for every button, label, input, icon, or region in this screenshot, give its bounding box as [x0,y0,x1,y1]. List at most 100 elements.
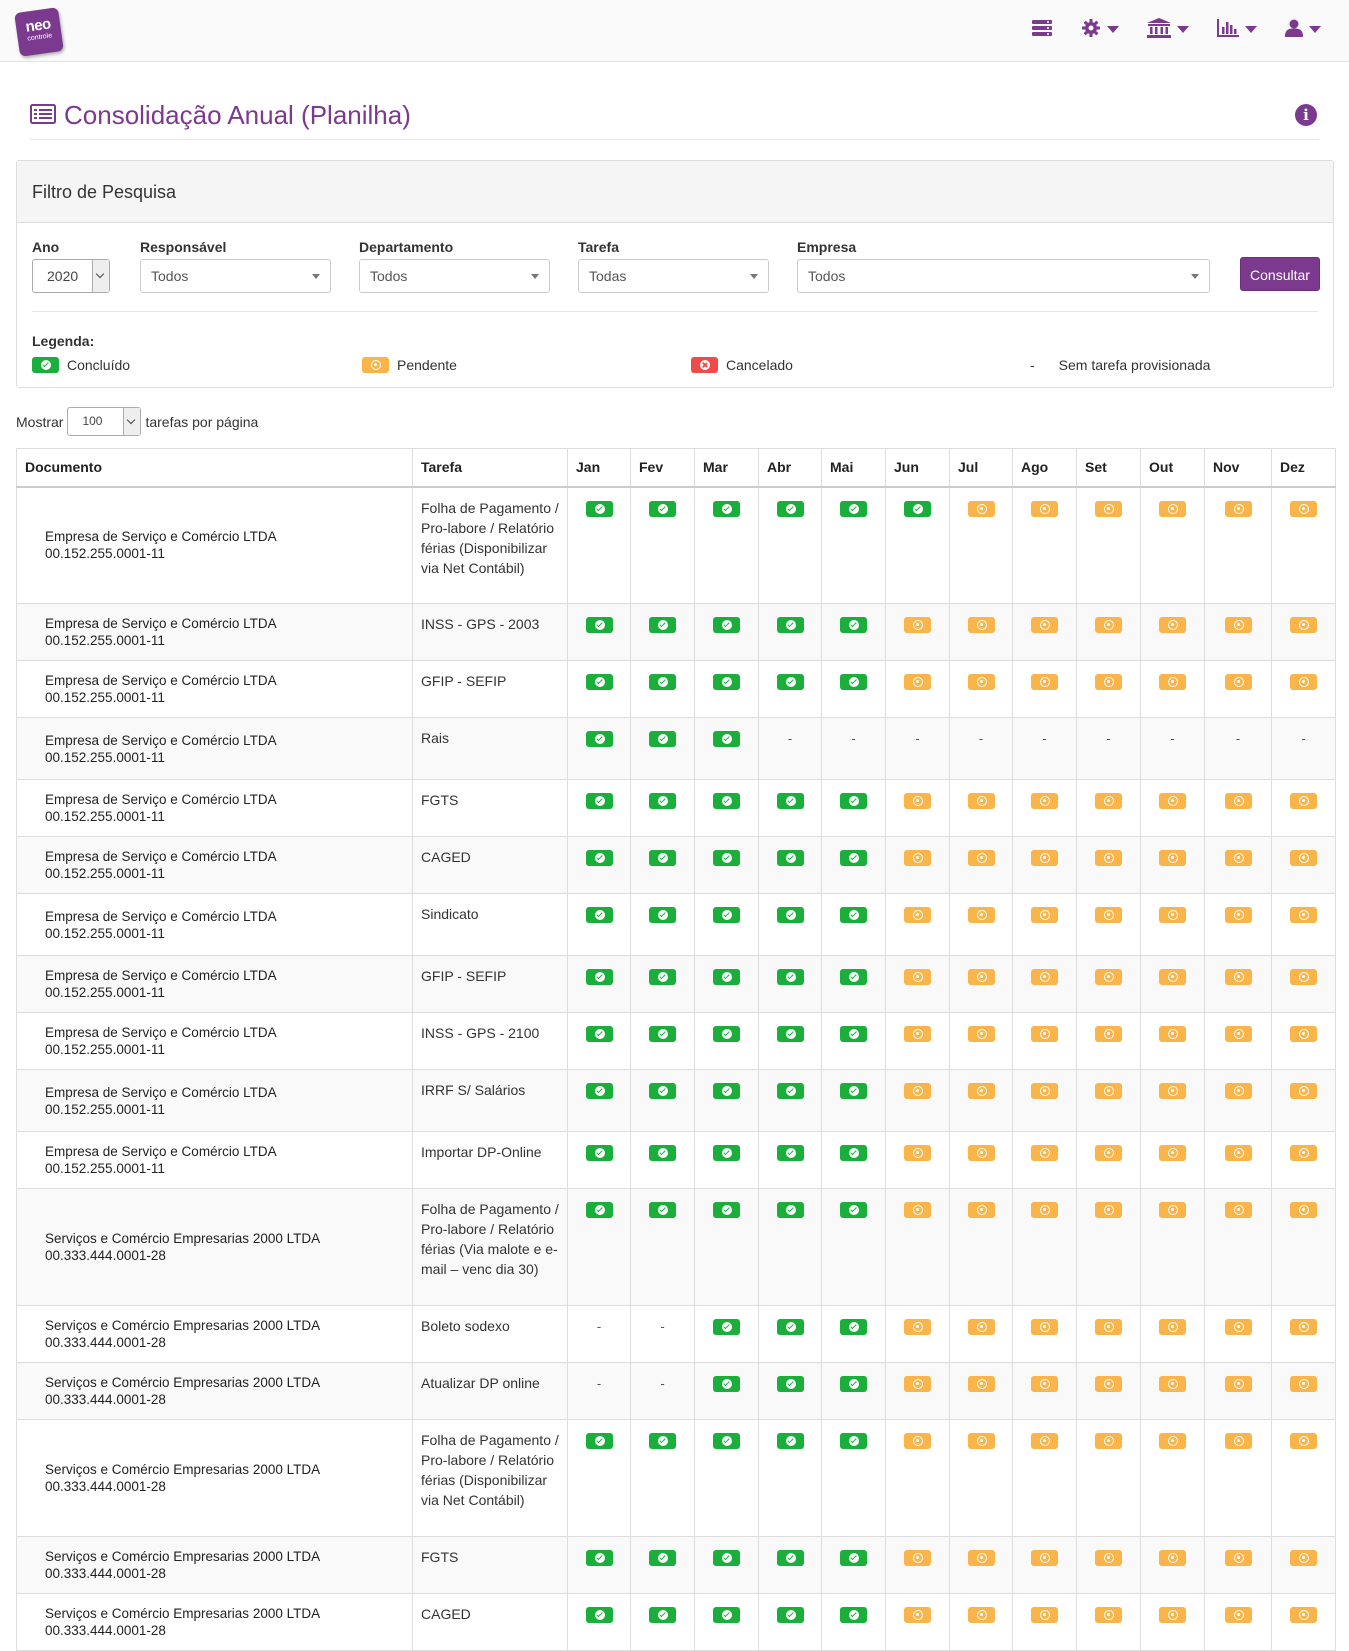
status-pendente-badge[interactable] [1095,1433,1122,1450]
status-pendente-badge[interactable] [1159,1376,1186,1393]
status-pendente-badge[interactable] [904,1376,931,1393]
status-pendente-badge[interactable] [1159,969,1186,986]
status-pendente-badge[interactable] [1159,500,1186,517]
status-concluido-badge[interactable] [713,731,740,748]
status-pendente-badge[interactable] [1095,850,1122,867]
column-header-jun[interactable]: Jun [885,448,950,488]
status-pendente-badge[interactable] [1095,500,1122,517]
status-pendente-badge[interactable] [1224,674,1252,691]
status-concluido-badge[interactable] [713,617,740,634]
status-concluido-badge[interactable] [585,617,613,634]
status-concluido-badge[interactable] [713,1026,740,1043]
status-concluido-badge[interactable] [649,674,676,691]
status-concluido-badge[interactable] [713,1433,740,1450]
status-concluido-badge[interactable] [840,1083,867,1100]
status-pendente-badge[interactable] [1031,1376,1058,1393]
status-concluido-badge[interactable] [649,731,676,748]
status-concluido-badge[interactable] [585,793,613,810]
status-concluido-badge[interactable] [713,969,740,986]
status-pendente-badge[interactable] [1031,1145,1058,1162]
status-concluido-badge[interactable] [713,907,740,924]
status-concluido-badge[interactable] [840,1319,867,1336]
ano-select[interactable]: 2020 [32,259,110,293]
status-pendente-badge[interactable] [967,1607,995,1624]
status-concluido-badge[interactable] [585,1433,613,1450]
status-concluido-badge[interactable] [840,1145,867,1162]
status-pendente-badge[interactable] [967,1433,995,1450]
status-pendente-badge[interactable] [1031,1607,1058,1624]
column-header-mai[interactable]: Mai [821,448,886,488]
status-concluido-badge[interactable] [649,969,676,986]
status-pendente-badge[interactable] [1031,500,1058,517]
column-header-set[interactable]: Set [1076,448,1141,488]
status-pendente-badge[interactable] [904,1202,931,1219]
status-pendente-badge[interactable] [1159,617,1186,634]
status-pendente-badge[interactable] [1159,1145,1186,1162]
status-concluido-badge[interactable] [840,1376,867,1393]
status-pendente-badge[interactable] [1224,617,1252,634]
status-pendente-badge[interactable] [967,1376,995,1393]
status-pendente-badge[interactable] [1224,793,1252,810]
column-header-jan[interactable]: Jan [567,448,631,488]
status-pendente-badge[interactable] [1224,969,1252,986]
nav-reports-menu[interactable] [1217,19,1257,40]
status-concluido-badge[interactable] [713,1202,740,1219]
status-pendente-badge[interactable] [1095,1145,1122,1162]
status-concluido-badge[interactable] [776,1550,804,1567]
status-pendente-badge[interactable] [1159,907,1186,924]
status-concluido-badge[interactable] [713,1083,740,1100]
status-pendente-badge[interactable] [1159,1550,1186,1567]
consultar-button[interactable]: Consultar [1240,257,1320,291]
info-icon[interactable]: i [1295,104,1317,126]
status-concluido-badge[interactable] [713,1550,740,1567]
status-pendente-badge[interactable] [1290,1145,1317,1162]
empresa-select[interactable]: Todos [797,259,1210,293]
status-concluido-badge[interactable] [840,969,867,986]
status-concluido-badge[interactable] [713,1376,740,1393]
status-pendente-badge[interactable] [1031,1433,1058,1450]
status-concluido-badge[interactable] [776,1083,804,1100]
status-pendente-badge[interactable] [904,969,931,986]
status-pendente-badge[interactable] [1290,1083,1317,1100]
status-pendente-badge[interactable] [904,1433,931,1450]
status-pendente-badge[interactable] [1159,1433,1186,1450]
status-pendente-badge[interactable] [1031,1083,1058,1100]
status-pendente-badge[interactable] [1224,1433,1252,1450]
status-concluido-badge[interactable] [585,1026,613,1043]
status-pendente-badge[interactable] [1290,1026,1317,1043]
status-concluido-badge[interactable] [713,1145,740,1162]
column-header-fev[interactable]: Fev [630,448,695,488]
status-concluido-badge[interactable] [713,1319,740,1336]
status-concluido-badge[interactable] [649,617,676,634]
status-pendente-badge[interactable] [904,674,931,691]
status-concluido-badge[interactable] [585,500,613,517]
status-concluido-badge[interactable] [649,1433,676,1450]
column-header-tarefa[interactable]: Tarefa [412,448,568,488]
status-pendente-badge[interactable] [1031,1026,1058,1043]
status-pendente-badge[interactable] [1290,617,1317,634]
status-pendente-badge[interactable] [1290,850,1317,867]
status-pendente-badge[interactable] [904,793,931,810]
status-pendente-badge[interactable] [1031,1202,1058,1219]
status-pendente-badge[interactable] [1290,1550,1317,1567]
nav-bank-menu[interactable] [1147,18,1189,41]
departamento-select[interactable]: Todos [359,259,550,293]
status-concluido-badge[interactable] [649,907,676,924]
status-pendente-badge[interactable] [1031,674,1058,691]
status-concluido-badge[interactable] [776,1202,804,1219]
column-header-abr[interactable]: Abr [758,448,822,488]
status-pendente-badge[interactable] [1224,1319,1252,1336]
column-header-out[interactable]: Out [1140,448,1205,488]
status-pendente-badge[interactable] [1290,674,1317,691]
column-header-mar[interactable]: Mar [694,448,759,488]
status-pendente-badge[interactable] [1224,1145,1252,1162]
column-header-ago[interactable]: Ago [1012,448,1077,488]
status-concluido-badge[interactable] [585,1083,613,1100]
status-pendente-badge[interactable] [1095,1026,1122,1043]
status-concluido-badge[interactable] [840,793,867,810]
status-concluido-badge[interactable] [585,731,613,748]
status-pendente-badge[interactable] [967,1145,995,1162]
status-concluido-badge[interactable] [585,907,613,924]
status-pendente-badge[interactable] [967,969,995,986]
status-concluido-badge[interactable] [649,500,676,517]
